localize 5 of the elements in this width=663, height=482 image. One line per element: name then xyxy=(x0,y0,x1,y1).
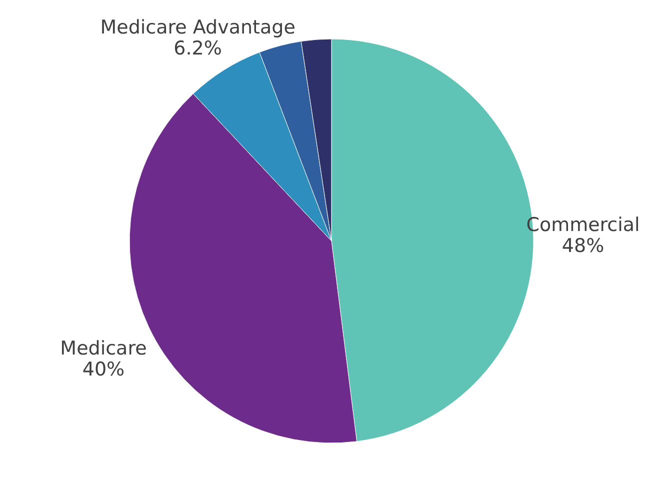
slice-label: Medicare Advantage xyxy=(100,16,296,38)
data-label: 40% xyxy=(82,358,125,380)
data-label: 48% xyxy=(562,235,604,258)
data-label: 6.2% xyxy=(174,37,222,60)
slice-label: Medicare xyxy=(60,337,147,360)
